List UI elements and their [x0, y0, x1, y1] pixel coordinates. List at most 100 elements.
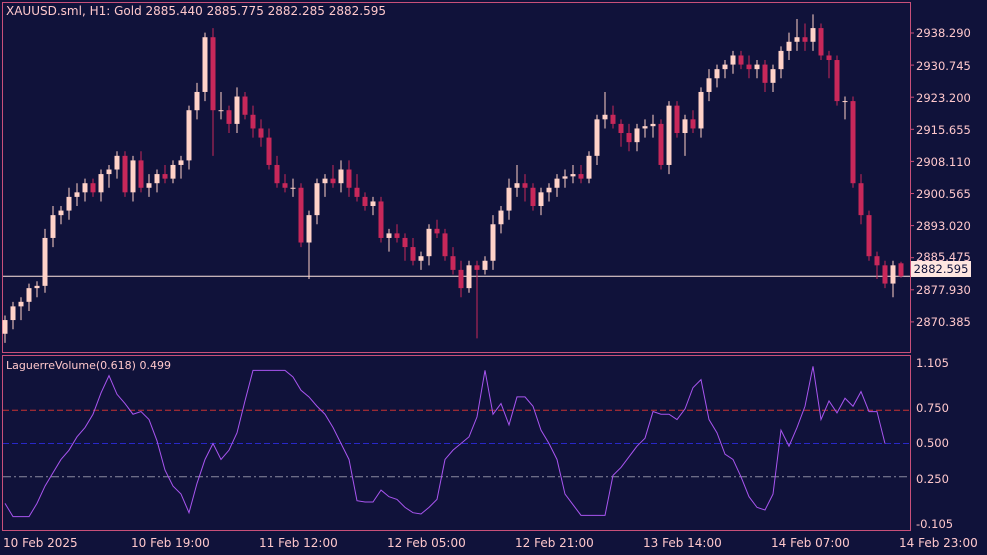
candle-body — [674, 105, 680, 134]
candle-body — [258, 128, 264, 138]
candle-body — [546, 187, 552, 193]
candle-body — [250, 114, 256, 129]
candle-body — [786, 41, 792, 51]
candle-body — [738, 55, 744, 65]
candle-body — [226, 110, 232, 124]
candle-body — [530, 187, 536, 207]
time-tick-label: 12 Feb 05:00 — [387, 536, 466, 550]
candle-body — [242, 96, 248, 115]
candle-body — [130, 160, 136, 193]
candle-body — [58, 210, 64, 216]
indicator-chart-frame[interactable] — [2, 355, 911, 531]
candle-body — [170, 164, 176, 179]
candle-body — [658, 123, 664, 165]
candle-body — [114, 155, 120, 170]
candle-body — [834, 60, 840, 102]
candle-body — [722, 64, 728, 70]
candle-body — [106, 169, 112, 175]
candle-body — [490, 224, 496, 261]
candle-body — [802, 37, 808, 42]
candle-body — [562, 176, 568, 179]
candle-body — [610, 114, 616, 124]
candle-body — [650, 123, 656, 127]
price-tick-label: 2893.020 — [916, 219, 971, 233]
candle-body — [370, 201, 376, 207]
candle-body — [322, 178, 328, 184]
candle-body — [714, 69, 720, 79]
candle-body — [418, 256, 424, 261]
price-tick-label: 2908.110 — [916, 155, 971, 169]
price-tick-label: 2915.655 — [916, 123, 971, 137]
indicator-tick-label: 0.750 — [916, 401, 949, 415]
candle-body — [282, 183, 288, 188]
candle-body — [378, 201, 384, 238]
price-tick-label: 2938.290 — [916, 26, 971, 40]
candle-body — [506, 187, 512, 211]
candle-body — [794, 37, 800, 42]
candle-body — [522, 183, 528, 188]
candle-body — [690, 119, 696, 129]
candle-body — [330, 178, 336, 184]
candle-body — [882, 265, 888, 284]
candle-body — [362, 196, 368, 207]
indicator-line — [4, 366, 886, 518]
candle-body — [210, 37, 216, 111]
candle-body — [154, 174, 160, 184]
candle-body — [482, 260, 488, 270]
current-price-tag: 2882.595 — [911, 261, 971, 277]
candle-body — [730, 55, 736, 65]
candle-body — [810, 28, 816, 42]
candle-body — [458, 269, 464, 289]
candle-body — [338, 169, 344, 184]
price-tick-label: 2877.930 — [916, 283, 971, 297]
price-tick-label: 2900.565 — [916, 187, 971, 201]
candle-body — [554, 178, 560, 188]
time-tick-label: 12 Feb 21:00 — [515, 536, 594, 550]
candle-body — [850, 101, 856, 184]
candle-body — [762, 64, 768, 83]
candle-body — [234, 96, 240, 124]
candle-body — [66, 196, 72, 211]
price-tick-label: 2923.200 — [916, 91, 971, 105]
candle-body — [634, 128, 640, 143]
candle-body — [698, 91, 704, 129]
candle-body — [642, 126, 648, 129]
candle-body — [626, 133, 632, 143]
indicator-tick-label: -0.105 — [916, 517, 954, 531]
candle-body — [394, 233, 400, 238]
candle-body — [842, 101, 848, 103]
candle-body — [202, 37, 208, 92]
candle-body — [746, 64, 752, 70]
candle-body — [706, 78, 712, 92]
symbol-title: XAUUSD.sml, H1: Gold 2885.440 2885.775 2… — [6, 4, 386, 18]
candle-body — [682, 119, 688, 134]
candle-body — [290, 187, 296, 189]
time-tick-label: 14 Feb 23:00 — [899, 536, 978, 550]
candle-body — [570, 174, 576, 177]
candle-body — [890, 265, 896, 284]
candle-body — [18, 301, 24, 307]
time-tick-label: 13 Feb 14:00 — [643, 536, 722, 550]
candle-body — [122, 155, 128, 193]
price-chart-frame[interactable] — [2, 2, 911, 353]
candle-body — [90, 183, 96, 193]
indicator-tick-label: 0.500 — [916, 436, 949, 450]
candle-body — [426, 228, 432, 257]
candle-body — [514, 183, 520, 188]
candle-body — [898, 263, 904, 277]
candle-body — [186, 110, 192, 161]
candle-body — [10, 306, 16, 321]
candle-body — [474, 265, 480, 270]
indicator-tick-label: 1.105 — [916, 356, 949, 370]
candle-body — [602, 114, 608, 120]
candle-body — [826, 55, 832, 61]
candle-body — [442, 233, 448, 257]
candle-body — [98, 174, 104, 193]
time-tick-label: 10 Feb 19:00 — [131, 536, 210, 550]
candle-body — [218, 110, 224, 112]
candle-body — [666, 105, 672, 165]
price-tick-label: 2870.385 — [916, 315, 971, 329]
candle-body — [146, 183, 152, 188]
candle-body — [274, 164, 280, 184]
